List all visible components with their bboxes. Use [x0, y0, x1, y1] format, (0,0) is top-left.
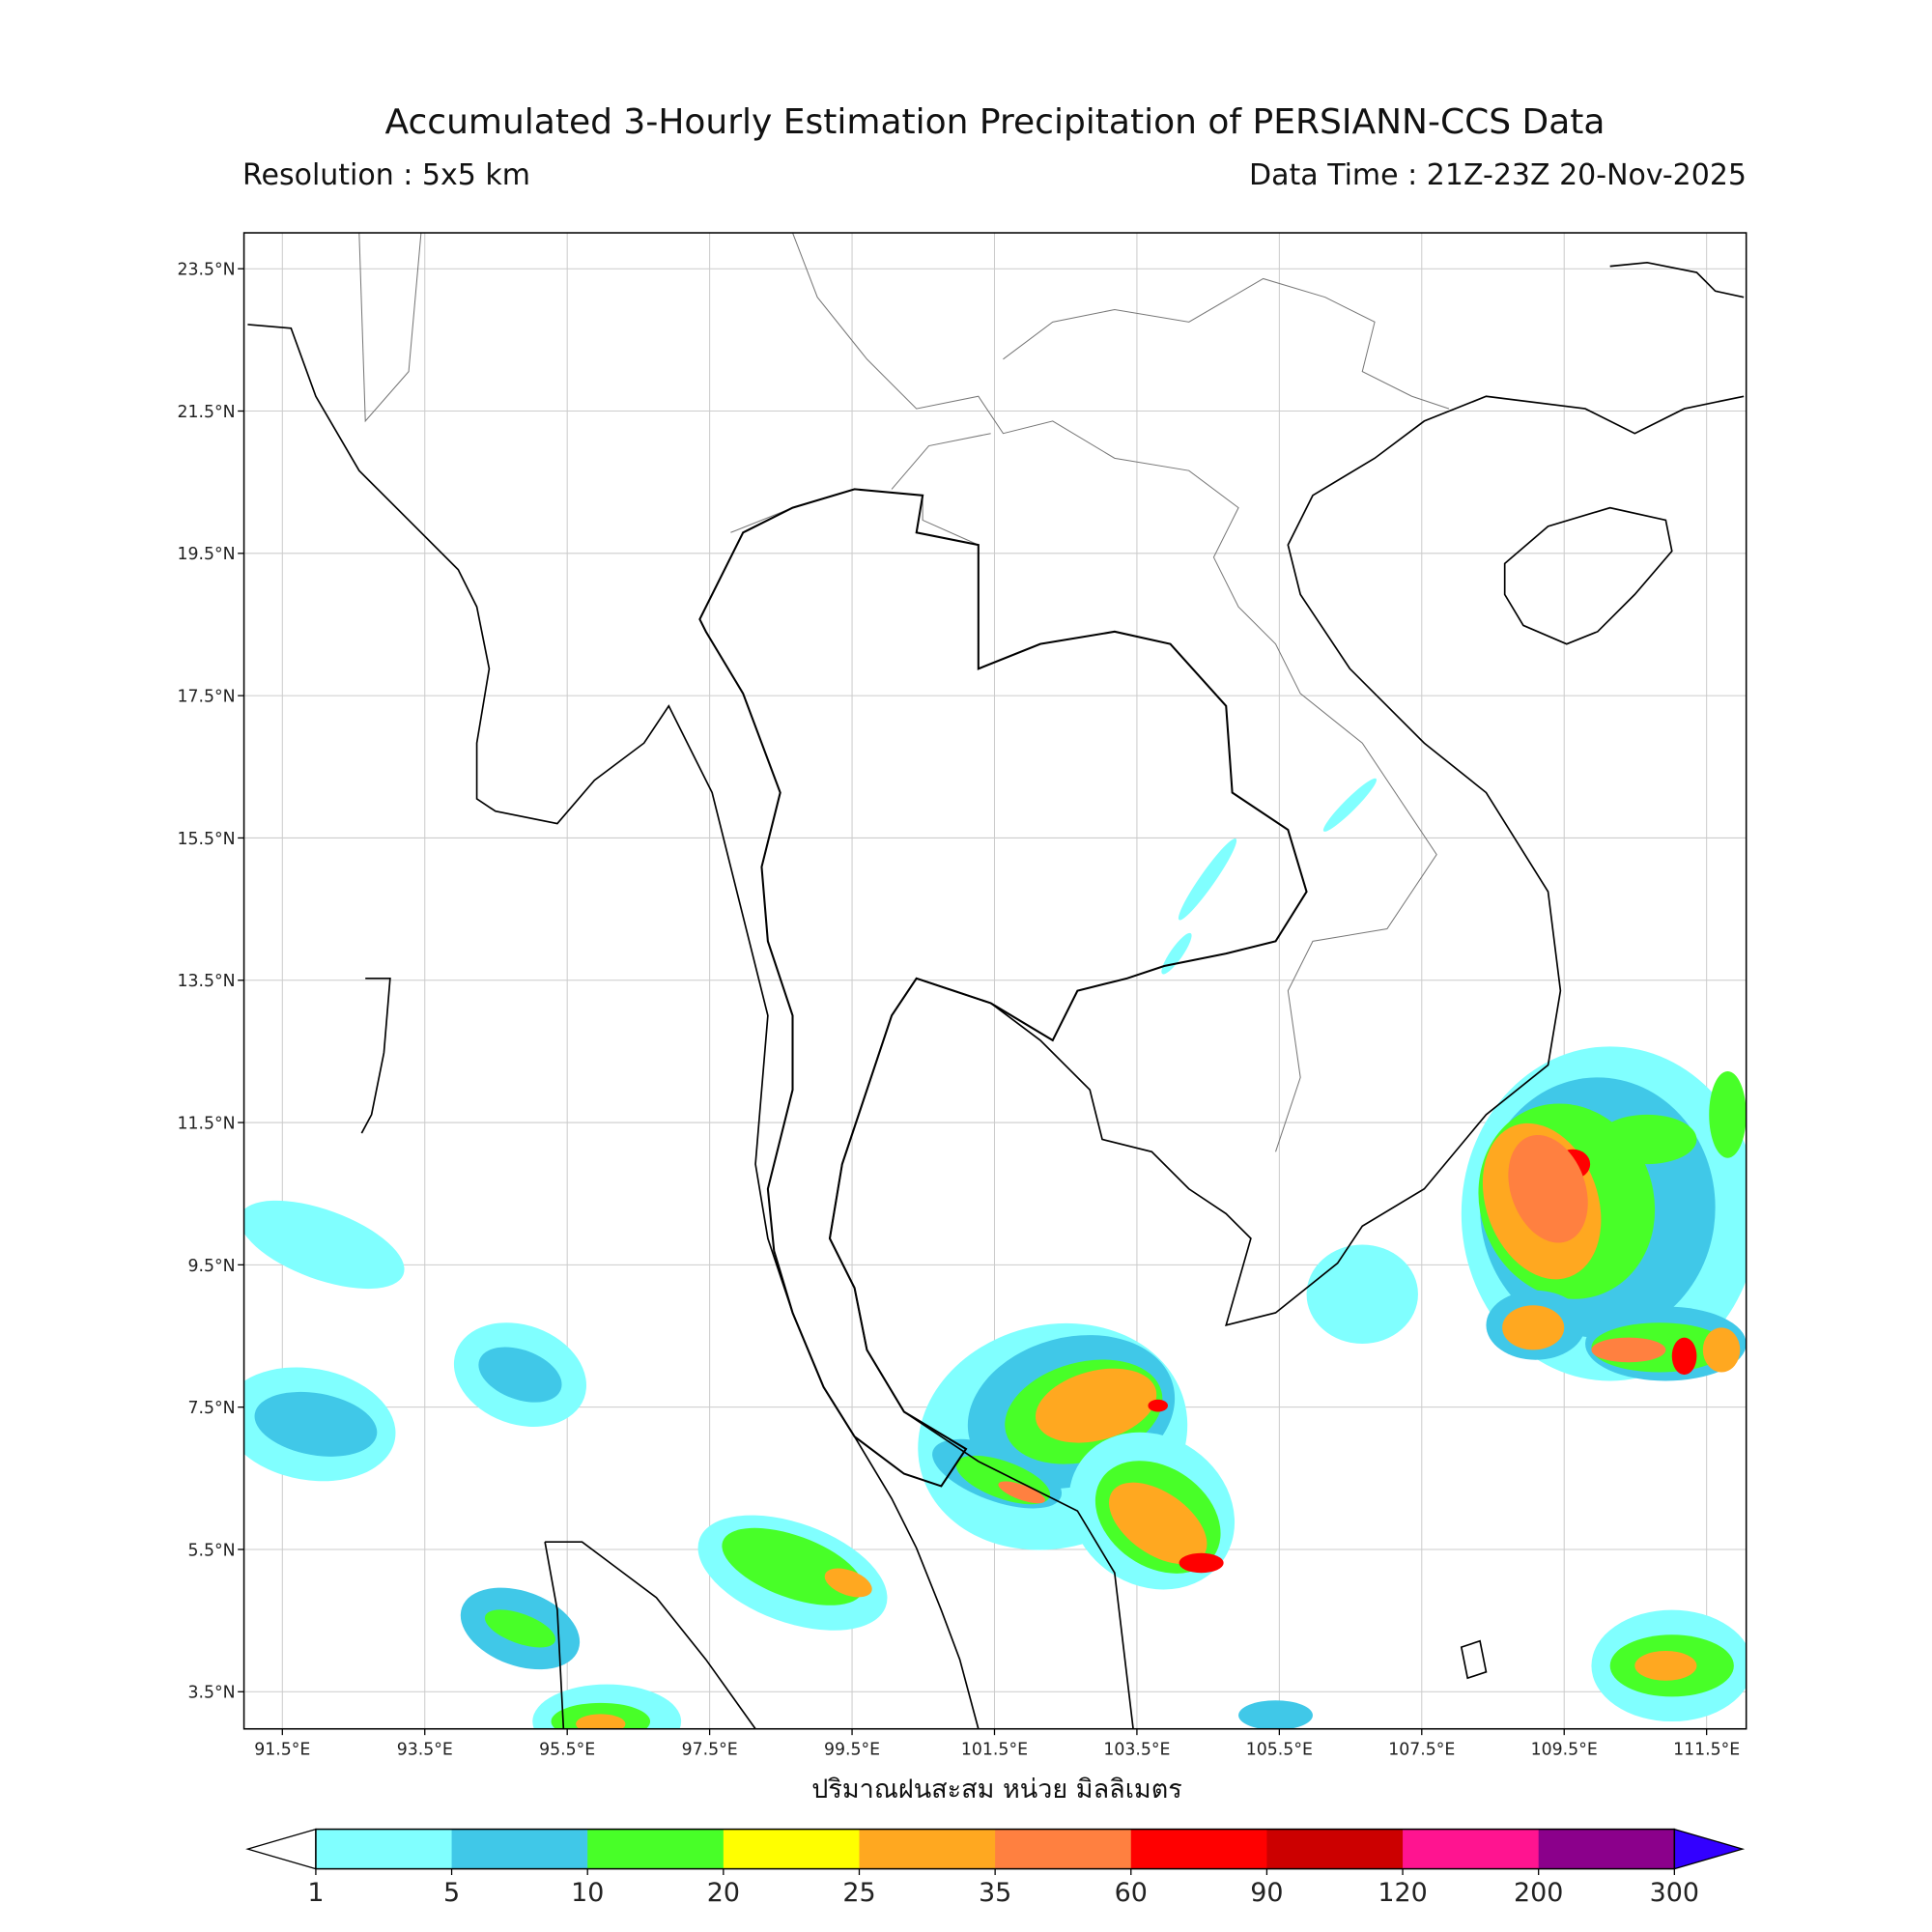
resolution-label: Resolution : 5x5 km	[242, 158, 530, 192]
precipitation-cell	[1591, 1337, 1666, 1363]
lat-tick-label: 19.5°N	[177, 545, 235, 564]
colorbar-label: 1	[307, 1878, 324, 1908]
colorbar-segment	[1403, 1829, 1540, 1869]
colorbar-segment	[1130, 1829, 1268, 1869]
precipitation-cell	[484, 1609, 555, 1648]
country-borders	[358, 233, 1450, 1152]
precipitation-layer	[243, 778, 1747, 1729]
lon-tick-label: 91.5°E	[254, 1741, 310, 1760]
map-title: Accumulated 3-Hourly Estimation Precipit…	[384, 102, 1605, 142]
precipitation-cell	[824, 1568, 872, 1598]
colorbar-under-arrow	[245, 1828, 317, 1870]
colorbar: 1 5 10 20 25 35 60 90 120 200 300	[245, 1828, 1746, 1908]
lon-tick-label: 95.5°E	[539, 1741, 595, 1760]
precipitation-cell	[1322, 778, 1378, 832]
precipitation-cell	[1109, 1482, 1208, 1565]
precipitation-cell	[1671, 1337, 1697, 1376]
precipitation-cell	[1179, 1552, 1224, 1574]
lat-tick-label: 7.5°N	[187, 1399, 235, 1418]
colorbar-label: 120	[1378, 1878, 1427, 1908]
xaxis-label: ปริมาณฝนสะสม หน่วย มิลลิเมตร	[811, 1775, 1182, 1804]
colorbar-segment	[587, 1829, 724, 1869]
lat-tick-label: 11.5°N	[177, 1114, 235, 1133]
lon-tick-label: 97.5°E	[682, 1741, 738, 1760]
precipitation-cell	[998, 1481, 1045, 1504]
precipitation-cell	[1036, 1368, 1157, 1443]
precipitation-cell	[576, 1714, 626, 1729]
precipitation-cell	[1597, 1114, 1697, 1165]
precipitation-cell	[254, 1391, 378, 1457]
data-time-label: Data Time : 21Z-23Z 20-Nov-2025	[1249, 158, 1747, 192]
lat-tick-label: 21.5°N	[177, 403, 235, 422]
lat-tick-label: 17.5°N	[177, 688, 235, 707]
precipitation-cell	[1634, 1650, 1697, 1681]
colorbar-segment	[315, 1829, 453, 1869]
lon-tick-label: 99.5°E	[824, 1741, 880, 1760]
precipitation-cell	[1709, 1070, 1747, 1158]
precipitation-cell	[478, 1347, 562, 1403]
lon-tick-label: 105.5°E	[1246, 1741, 1313, 1760]
lat-tick-label: 13.5°N	[177, 972, 235, 991]
lon-tick-label: 107.5°E	[1388, 1741, 1455, 1760]
colorbar-label: 5	[443, 1878, 460, 1908]
precipitation-cell	[1702, 1327, 1741, 1373]
lon-tick-label: 109.5°E	[1531, 1741, 1598, 1760]
colorbar-segment	[1266, 1829, 1404, 1869]
lat-tick-label: 15.5°N	[177, 830, 235, 849]
precipitation-cell	[1502, 1305, 1565, 1350]
lon-tick-label: 111.5°E	[1673, 1741, 1740, 1760]
colorbar-label: 300	[1650, 1878, 1699, 1908]
lon-tick-label: 103.5°E	[1103, 1741, 1170, 1760]
lon-tick-label: 93.5°E	[397, 1741, 453, 1760]
lat-tick-label: 5.5°N	[187, 1541, 235, 1560]
colorbar-segment	[995, 1829, 1132, 1869]
precipitation-cell	[1161, 932, 1192, 975]
precipitation-cell	[1508, 1134, 1588, 1243]
colorbar-label: 60	[1115, 1878, 1148, 1908]
colorbar-label: 35	[979, 1878, 1011, 1908]
colorbar-label: 90	[1250, 1878, 1283, 1908]
colorbar-segment	[859, 1829, 996, 1869]
colorbar-segment	[723, 1829, 861, 1869]
precipitation-cell	[1306, 1244, 1418, 1345]
precipitation-cell	[243, 1200, 405, 1290]
colorbar-segment	[1538, 1829, 1675, 1869]
colorbar-label: 25	[842, 1878, 875, 1908]
lat-tick-label: 3.5°N	[187, 1684, 235, 1703]
precipitation-cell	[1238, 1700, 1313, 1729]
lat-tick-label: 23.5°N	[177, 261, 235, 280]
colorbar-label: 10	[571, 1878, 604, 1908]
thailand-boundary	[698, 488, 1308, 1488]
lat-tick-label: 9.5°N	[187, 1257, 235, 1276]
colorbar-label: 200	[1514, 1878, 1563, 1908]
lon-tick-label: 101.5°E	[961, 1741, 1028, 1760]
colorbar-segment	[451, 1829, 588, 1869]
precipitation-cell	[722, 1527, 864, 1605]
precipitation-cell	[1178, 838, 1237, 921]
precipitation-cell	[1148, 1399, 1168, 1412]
colorbar-over-arrow	[1673, 1828, 1746, 1870]
colorbar-label: 20	[707, 1878, 740, 1908]
